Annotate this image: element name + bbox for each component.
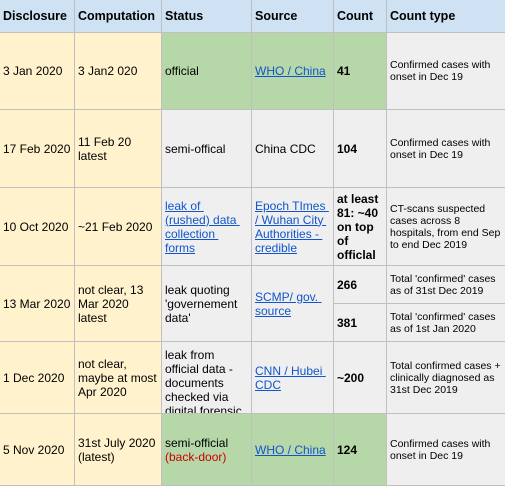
row3-disclosure[interactable]: 10 Oct 2020 xyxy=(0,188,75,266)
row6-count-type[interactable]: Confirmed cases with onset in Dec 19 xyxy=(387,414,505,486)
row1-source-link[interactable]: WHO / China xyxy=(252,33,334,110)
row4-disclosure[interactable]: 13 Mar 2020 xyxy=(0,266,75,342)
row2-computation[interactable]: 11 Feb 20 latest xyxy=(75,110,162,188)
row4-count-type-a[interactable]: Total 'confirmed' cases as of 31st Dec 2… xyxy=(387,266,505,304)
row3-count-type[interactable]: CT-scans suspected cases across 8 hospit… xyxy=(387,188,505,266)
row1-count[interactable]: 41 xyxy=(334,33,387,110)
row5-source-link[interactable]: CNN / Hubei CDC xyxy=(252,342,334,414)
header-count-type[interactable]: Count type xyxy=(387,0,505,33)
header-count[interactable]: Count xyxy=(334,0,387,33)
row5-count[interactable]: ~200 xyxy=(334,342,387,414)
row1-status[interactable]: official xyxy=(162,33,252,110)
row6-status[interactable]: semi-official (back-door) xyxy=(162,414,252,486)
row4-count-b[interactable]: 381 xyxy=(334,304,387,342)
row4-status[interactable]: leak quoting 'governement data' xyxy=(162,266,252,342)
row3-count[interactable]: at least 81: ~40 on top of officlal xyxy=(334,188,387,266)
row2-status[interactable]: semi-offical xyxy=(162,110,252,188)
row6-computation[interactable]: 31st July 2020 (latest) xyxy=(75,414,162,486)
row3-status-link[interactable]: leak of (rushed) data collection forms xyxy=(162,188,252,266)
row5-disclosure[interactable]: 1 Dec 2020 xyxy=(0,342,75,414)
row2-disclosure[interactable]: 17 Feb 2020 xyxy=(0,110,75,188)
row4-source-link[interactable]: SCMP/ gov. source xyxy=(252,266,334,342)
row2-count[interactable]: 104 xyxy=(334,110,387,188)
row1-count-type[interactable]: Confirmed cases with onset in Dec 19 xyxy=(387,33,505,110)
row3-computation[interactable]: ~21 Feb 2020 xyxy=(75,188,162,266)
header-status[interactable]: Status xyxy=(162,0,252,33)
row1-computation[interactable]: 3 Jan2 020 xyxy=(75,33,162,110)
row2-source[interactable]: China CDC xyxy=(252,110,334,188)
row4-count-type-b[interactable]: Total 'confirmed' cases as of 1st Jan 20… xyxy=(387,304,505,342)
row1-disclosure[interactable]: 3 Jan 2020 xyxy=(0,33,75,110)
row5-status[interactable]: leak from official data - documents chec… xyxy=(162,342,252,414)
back-door-note: (back-door) xyxy=(165,449,227,464)
row4-count-a[interactable]: 266 xyxy=(334,266,387,304)
header-source[interactable]: Source xyxy=(252,0,334,33)
row2-count-type[interactable]: Confirmed cases with onset in Dec 19 xyxy=(387,110,505,188)
header-disclosure[interactable]: Disclosure xyxy=(0,0,75,33)
header-computation[interactable]: Computation xyxy=(75,0,162,33)
row3-source-link[interactable]: Epoch TImes / Wuhan City Authorities - c… xyxy=(252,188,334,266)
row6-source-link[interactable]: WHO / China xyxy=(252,414,334,486)
row4-computation[interactable]: not clear, 13 Mar 2020 latest xyxy=(75,266,162,342)
row5-computation[interactable]: not clear, maybe at most Apr 2020 xyxy=(75,342,162,414)
row6-disclosure[interactable]: 5 Nov 2020 xyxy=(0,414,75,486)
row5-count-type[interactable]: Total confirmed cases + clinically diagn… xyxy=(387,342,505,414)
row6-count[interactable]: 124 xyxy=(334,414,387,486)
